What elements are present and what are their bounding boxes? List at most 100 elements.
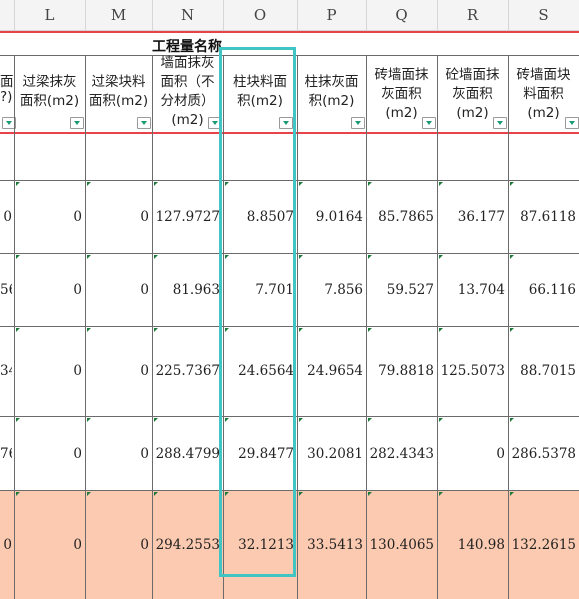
cell-indicator-triangle xyxy=(87,418,91,422)
table-cell[interactable]: 59.527 xyxy=(386,282,434,298)
table-cell[interactable]: 24.6564 xyxy=(238,363,294,379)
table-cell[interactable]: 288.4799 xyxy=(155,446,220,462)
filter-dropdown-button[interactable] xyxy=(493,117,507,129)
cell-indicator-triangle xyxy=(87,328,91,332)
freeze-line-header xyxy=(0,132,579,134)
table-cell[interactable]: 88.7015 xyxy=(520,363,576,379)
column-letter-O[interactable]: O xyxy=(253,6,267,24)
table-cell[interactable]: 0 xyxy=(140,363,149,379)
column-divider xyxy=(437,55,438,599)
header-line: 灰面积 xyxy=(381,86,422,102)
column-letter-L[interactable]: L xyxy=(44,6,55,24)
table-cell[interactable]: 225.7367 xyxy=(155,363,220,379)
table-cell[interactable]: 81.963 xyxy=(172,282,220,298)
header-line: 柱抹灰面 xyxy=(304,74,359,90)
table-cell[interactable]: 294.2553 xyxy=(155,537,220,553)
header-line: (m2) xyxy=(456,105,489,121)
table-cell[interactable]: 0 xyxy=(3,537,12,553)
cell-indicator-triangle xyxy=(16,418,20,422)
header-line: 砼墙面抹 xyxy=(445,67,500,83)
table-cell[interactable]: 76 xyxy=(0,446,12,462)
table-cell[interactable]: 87.6118 xyxy=(520,209,576,225)
cell-indicator-triangle xyxy=(87,255,91,259)
table-cell[interactable]: 66.116 xyxy=(528,282,576,298)
table-cell[interactable]: 140.98 xyxy=(457,537,505,553)
table-cell[interactable]: 0 xyxy=(140,537,149,553)
column-separator xyxy=(223,0,224,30)
column-header-bar: L M N O P Q R S xyxy=(0,0,579,31)
cell-indicator-triangle xyxy=(16,255,20,259)
column-letter-N[interactable]: N xyxy=(180,6,195,24)
cell-indicator-triangle xyxy=(368,418,372,422)
group-title: 工程量名称 xyxy=(152,39,222,55)
header-line: 分材质） xyxy=(160,93,215,109)
column-divider xyxy=(85,55,86,599)
table-cell[interactable]: 33.5413 xyxy=(307,537,363,553)
column-divider xyxy=(508,55,509,599)
filter-dropdown-button[interactable] xyxy=(422,117,436,129)
table-cell[interactable]: 56 xyxy=(0,282,12,298)
cell-indicator-triangle xyxy=(368,492,372,496)
table-cell[interactable]: 7.856 xyxy=(324,282,363,298)
row-divider xyxy=(0,490,579,491)
table-cell[interactable]: 0 xyxy=(140,282,149,298)
table-cell[interactable]: 0 xyxy=(3,209,12,225)
table-cell[interactable]: 24.9654 xyxy=(307,363,363,379)
table-cell[interactable]: 29.8477 xyxy=(238,446,294,462)
table-cell[interactable]: 0 xyxy=(73,363,82,379)
table-cell[interactable]: 0 xyxy=(73,446,82,462)
cell-indicator-triangle xyxy=(439,182,443,186)
row-divider xyxy=(0,416,579,417)
row-divider xyxy=(0,180,579,181)
table-cell[interactable]: 34 xyxy=(0,363,12,379)
column-separator xyxy=(85,0,86,30)
table-cell[interactable]: 0 xyxy=(140,209,149,225)
column-separator xyxy=(152,0,153,30)
cell-indicator-triangle xyxy=(16,328,20,332)
filter-dropdown-button[interactable] xyxy=(2,117,16,129)
column-letter-P[interactable]: P xyxy=(326,6,337,24)
table-cell[interactable]: 286.5378 xyxy=(511,446,576,462)
table-cell[interactable]: 0 xyxy=(73,282,82,298)
table-cell[interactable]: 132.2615 xyxy=(511,537,576,553)
cell-indicator-triangle xyxy=(87,492,91,496)
table-cell[interactable]: 0 xyxy=(73,537,82,553)
table-cell[interactable]: 36.177 xyxy=(457,209,505,225)
table-cell[interactable]: 7.701 xyxy=(255,282,294,298)
table-cell[interactable]: 30.2081 xyxy=(307,446,363,462)
row-divider xyxy=(0,326,579,327)
cell-indicator-triangle xyxy=(154,255,158,259)
table-cell[interactable]: 85.7865 xyxy=(378,209,434,225)
filter-dropdown-button[interactable] xyxy=(208,117,222,129)
column-letter-M[interactable]: M xyxy=(110,6,127,24)
cell-indicator-triangle xyxy=(299,182,303,186)
header-line: 砖墙面抹 xyxy=(374,67,429,83)
column-highlight-box xyxy=(219,47,296,577)
column-letter-Q[interactable]: Q xyxy=(395,6,408,24)
table-cell[interactable]: 0 xyxy=(73,209,82,225)
filter-dropdown-button[interactable] xyxy=(351,117,365,129)
cell-indicator-triangle xyxy=(225,418,229,422)
filter-dropdown-button[interactable] xyxy=(279,117,293,129)
table-cell[interactable]: 13.704 xyxy=(457,282,505,298)
column-separator xyxy=(508,0,509,30)
column-letter-S[interactable]: S xyxy=(538,6,549,24)
table-cell[interactable]: 9.0164 xyxy=(315,209,363,225)
header-line: 面积（不 xyxy=(160,74,215,90)
table-cell[interactable]: 282.4343 xyxy=(369,446,434,462)
table-cell[interactable]: 0 xyxy=(140,446,149,462)
cell-indicator-triangle xyxy=(439,255,443,259)
cell-indicator-triangle xyxy=(299,328,303,332)
table-cell[interactable]: 130.4065 xyxy=(369,537,434,553)
clipped-text xyxy=(377,126,437,130)
table-cell[interactable]: 32.1213 xyxy=(238,537,294,553)
table-cell[interactable]: 127.9727 xyxy=(155,209,220,225)
filter-dropdown-button[interactable] xyxy=(137,117,151,129)
table-cell[interactable]: 125.5073 xyxy=(440,363,505,379)
table-cell[interactable]: 0 xyxy=(496,446,505,462)
table-cell[interactable]: 8.8507 xyxy=(246,209,294,225)
table-cell[interactable]: 79.8818 xyxy=(378,363,434,379)
filter-dropdown-button[interactable] xyxy=(70,117,84,129)
cell-indicator-triangle xyxy=(225,492,229,496)
column-letter-R[interactable]: R xyxy=(466,6,479,24)
